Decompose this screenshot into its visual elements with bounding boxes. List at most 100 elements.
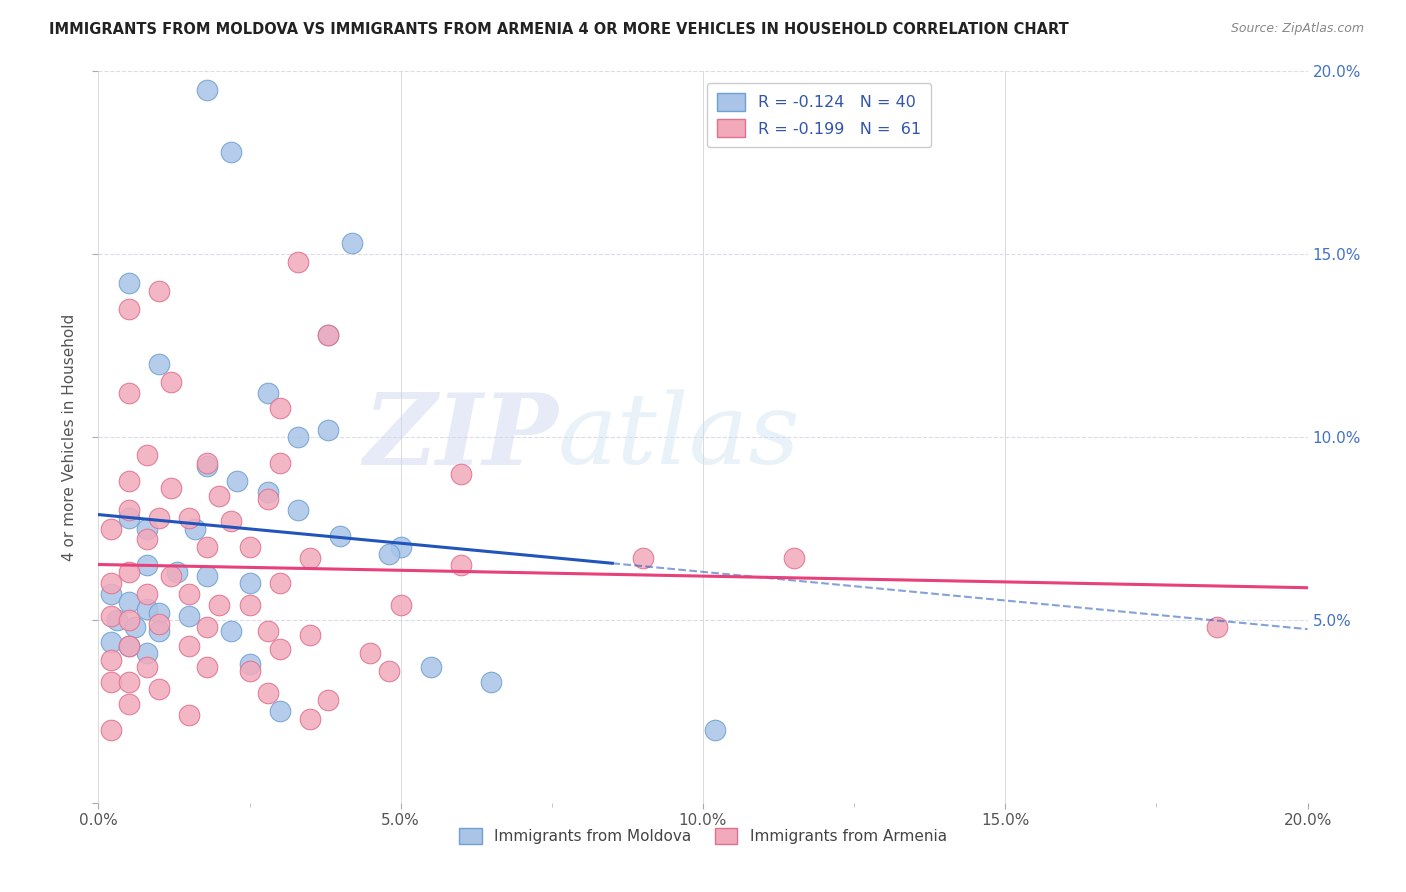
Text: ZIP: ZIP: [363, 389, 558, 485]
Point: [100, 675, 122, 690]
Point: [105, 613, 128, 627]
Point: [160, 375, 183, 389]
Point: [226, 474, 249, 488]
Legend: Immigrants from Moldova, Immigrants from Armenia: Immigrants from Moldova, Immigrants from…: [453, 822, 953, 850]
Point: [100, 635, 122, 649]
Point: [118, 639, 141, 653]
Point: [179, 587, 201, 601]
Point: [118, 566, 141, 580]
Point: [135, 660, 157, 674]
Point: [124, 620, 146, 634]
Point: [239, 576, 262, 591]
Point: [221, 145, 243, 159]
Point: [221, 514, 243, 528]
Point: [195, 456, 218, 470]
Point: [195, 569, 218, 583]
Point: [179, 609, 201, 624]
Point: [148, 284, 170, 298]
Point: [377, 664, 399, 678]
Point: [269, 642, 291, 657]
Point: [148, 682, 170, 697]
Point: [135, 533, 157, 547]
Text: IMMIGRANTS FROM MOLDOVA VS IMMIGRANTS FROM ARMENIA 4 OR MORE VEHICLES IN HOUSEHO: IMMIGRANTS FROM MOLDOVA VS IMMIGRANTS FR…: [49, 22, 1069, 37]
Point: [316, 693, 339, 707]
Point: [160, 481, 183, 495]
Point: [118, 639, 141, 653]
Point: [135, 602, 157, 616]
Point: [208, 599, 231, 613]
Point: [100, 587, 122, 601]
Point: [256, 624, 278, 638]
Point: [316, 327, 339, 342]
Point: [118, 613, 141, 627]
Point: [195, 660, 218, 674]
Text: atlas: atlas: [558, 390, 800, 484]
Point: [377, 547, 399, 561]
Point: [389, 540, 412, 554]
Point: [160, 569, 183, 583]
Y-axis label: 4 or more Vehicles in Household: 4 or more Vehicles in Household: [62, 313, 77, 561]
Point: [239, 540, 262, 554]
Point: [135, 558, 157, 573]
Point: [420, 660, 443, 674]
Point: [299, 627, 322, 641]
Point: [239, 657, 262, 671]
Point: [299, 712, 322, 726]
Point: [299, 550, 322, 565]
Point: [195, 620, 218, 634]
Point: [135, 587, 157, 601]
Point: [118, 277, 141, 291]
Point: [481, 675, 503, 690]
Point: [179, 510, 201, 524]
Point: [195, 82, 218, 96]
Point: [287, 254, 309, 268]
Point: [135, 448, 157, 462]
Point: [342, 236, 364, 251]
Text: Source: ZipAtlas.com: Source: ZipAtlas.com: [1230, 22, 1364, 36]
Point: [118, 697, 141, 711]
Point: [316, 327, 339, 342]
Point: [239, 664, 262, 678]
Point: [287, 430, 309, 444]
Point: [100, 653, 122, 667]
Point: [184, 521, 207, 535]
Point: [704, 723, 727, 737]
Point: [118, 301, 141, 317]
Point: [148, 616, 170, 631]
Point: [118, 386, 141, 401]
Point: [1206, 620, 1229, 634]
Point: [100, 723, 122, 737]
Point: [221, 624, 243, 638]
Point: [256, 686, 278, 700]
Point: [269, 576, 291, 591]
Point: [239, 599, 262, 613]
Point: [269, 401, 291, 415]
Point: [179, 708, 201, 723]
Point: [287, 503, 309, 517]
Point: [256, 485, 278, 500]
Point: [269, 456, 291, 470]
Point: [256, 492, 278, 507]
Point: [148, 510, 170, 524]
Point: [179, 639, 201, 653]
Point: [256, 386, 278, 401]
Point: [118, 510, 141, 524]
Point: [360, 646, 382, 660]
Point: [118, 594, 141, 608]
Point: [195, 540, 218, 554]
Point: [208, 489, 231, 503]
Point: [100, 521, 122, 535]
Point: [148, 624, 170, 638]
Point: [389, 599, 412, 613]
Point: [269, 705, 291, 719]
Point: [148, 357, 170, 371]
Point: [135, 521, 157, 535]
Point: [316, 423, 339, 437]
Point: [450, 467, 472, 481]
Point: [166, 566, 188, 580]
Point: [783, 550, 806, 565]
Point: [195, 459, 218, 474]
Point: [135, 646, 157, 660]
Point: [118, 503, 141, 517]
Point: [631, 550, 654, 565]
